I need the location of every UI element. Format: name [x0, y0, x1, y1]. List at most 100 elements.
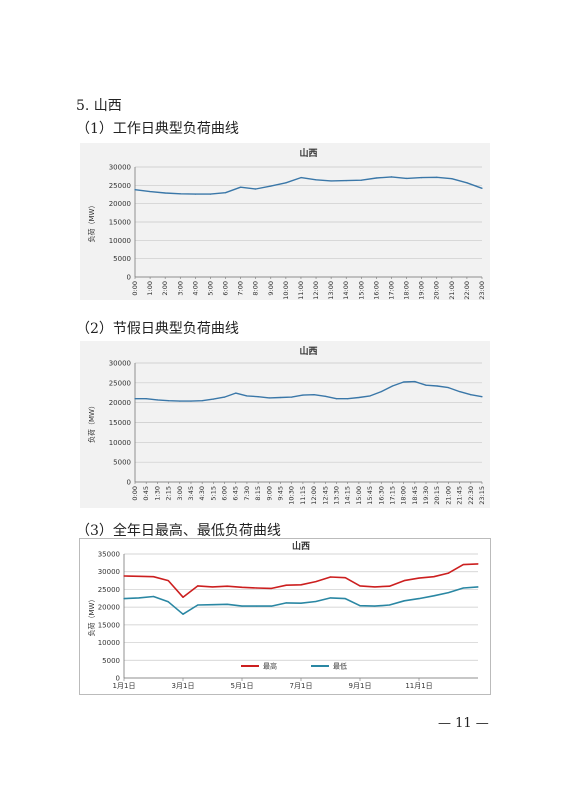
x-tick-label: 18:45: [411, 486, 419, 505]
x-tick-label: 22:30: [467, 486, 475, 505]
y-tick-label: 15000: [98, 621, 120, 629]
x-tick-label: 18:00: [400, 486, 408, 505]
data-point: [197, 604, 199, 606]
chart-annual-panel: 山西 0 5000 10000 15000 20000 25000 30000 35000 负荷（…: [79, 538, 491, 695]
data-point: [285, 584, 287, 586]
data-point: [329, 597, 332, 599]
data-point: [418, 577, 420, 579]
heading-holiday-curve: （2）节假日典型负荷曲线: [76, 321, 239, 337]
data-point: [194, 193, 196, 195]
data-point: [209, 193, 212, 195]
x-tick-label: 5:15: [209, 486, 217, 501]
x-tick-label: 17:15: [388, 486, 396, 505]
data-point: [300, 177, 302, 179]
data-point: [240, 186, 242, 188]
data-point: [374, 586, 376, 588]
x-tick-label: 7:30: [243, 486, 251, 501]
data-point: [481, 187, 483, 189]
data-point: [447, 386, 450, 389]
data-point: [481, 396, 483, 398]
x-tick-label: 8:15: [254, 486, 262, 501]
x-tick-label: 14:15: [344, 486, 352, 505]
data-point: [447, 572, 450, 574]
data-point: [418, 598, 420, 600]
y-tick-label: 15000: [109, 419, 131, 427]
y-tick-label: 25000: [109, 379, 131, 387]
data-point: [285, 182, 287, 184]
data-point: [459, 390, 461, 393]
data-point: [300, 584, 302, 586]
data-point: [268, 397, 270, 399]
x-tick-label: 11:00: [297, 281, 305, 300]
data-point: [167, 400, 170, 402]
y-tick-label: 10000: [109, 439, 131, 447]
data-point: [182, 613, 184, 615]
x-tick-label: 3:00: [176, 486, 184, 501]
data-point: [380, 390, 382, 393]
data-point: [270, 605, 273, 607]
x-tick-label: 1月1日: [113, 682, 136, 690]
data-point: [201, 400, 203, 402]
data-point: [403, 600, 405, 602]
x-tick-label: 9:45: [277, 486, 285, 501]
chart-holiday: 山西 0 5000 10000 15000 20000 25000 30000 负荷（MW） 0:…: [87, 345, 486, 505]
data-point: [462, 564, 464, 566]
x-tick-label: 7:00: [237, 281, 245, 296]
data-point: [156, 399, 158, 401]
x-tick-label: 14:00: [342, 281, 350, 300]
x-tick-label: 21:45: [456, 486, 464, 505]
y-tick-label: 5000: [113, 459, 131, 467]
x-tick-label: 3月1日: [172, 682, 195, 690]
data-point: [436, 176, 438, 178]
data-point: [451, 178, 453, 180]
y-tick-label: 0: [127, 479, 131, 487]
data-point: [291, 396, 293, 398]
data-point: [330, 180, 332, 182]
y-axis-label: 负荷（MW）: [87, 202, 96, 243]
x-tick-label: 3:45: [187, 486, 195, 501]
data-point: [182, 596, 184, 598]
y-tick-label: 20000: [109, 399, 131, 407]
x-tick-label: 12:45: [321, 486, 329, 505]
y-tick-label: 35000: [98, 551, 120, 559]
data-point: [255, 188, 257, 190]
x-tick-label: 1:30: [153, 486, 161, 501]
data-point: [315, 600, 317, 603]
data-point: [226, 585, 228, 587]
x-tick-label: 9:00: [267, 281, 275, 296]
data-point: [403, 381, 405, 383]
data-point: [324, 395, 326, 397]
data-point: [270, 587, 273, 589]
data-point: [329, 576, 332, 578]
x-tick-label: 20:00: [433, 281, 441, 300]
chart-annual: 山西 0 5000 10000 15000 20000 25000 30000 35000 负荷（…: [87, 540, 479, 690]
data-point: [313, 394, 315, 396]
data-point: [414, 381, 416, 383]
x-tick-label: 15:45: [366, 486, 374, 505]
data-point: [145, 398, 147, 400]
data-point: [405, 177, 408, 179]
data-point: [256, 587, 258, 589]
y-tick-label: 20000: [98, 604, 120, 612]
x-tick-label: 6:00: [222, 281, 230, 296]
x-tick-label: 21:00: [448, 281, 456, 300]
x-tick-label: 16:00: [372, 281, 380, 300]
x-tick-label: 4:00: [191, 281, 199, 296]
y-tick-label: 5000: [102, 657, 120, 665]
data-point: [190, 400, 192, 402]
x-tick-label: 19:00: [418, 281, 426, 300]
data-point: [374, 605, 376, 607]
x-tick-label: 6:00: [221, 486, 229, 501]
data-point: [224, 192, 227, 194]
heading-workday-curve: （1）工作日典型负荷曲线: [76, 121, 239, 137]
data-point: [164, 192, 166, 194]
x-tick-label: 7月1日: [290, 682, 313, 690]
chart-workday-panel: 山西 0 5000 10000 15000 20000 25000 30000 负荷（MW） 0:…: [80, 143, 490, 300]
y-tick-label: 0: [116, 675, 120, 683]
x-tick-label: 4:30: [198, 486, 206, 501]
y-tick-label: 10000: [109, 237, 131, 245]
x-tick-label: 1:00: [146, 281, 154, 296]
y-tick-label: 15000: [109, 219, 131, 227]
data-point: [134, 189, 136, 191]
y-tick-label: 25000: [109, 182, 131, 190]
